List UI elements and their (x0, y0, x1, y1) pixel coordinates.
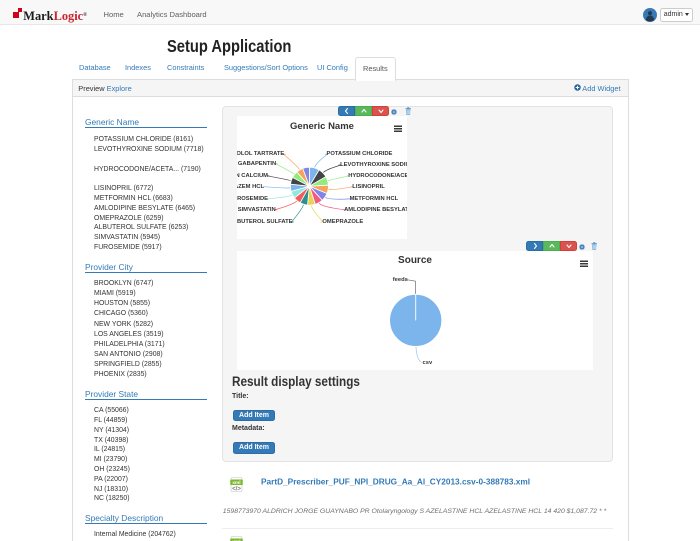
svg-text:</>: </> (232, 486, 241, 492)
svg-text:xml: xml (232, 479, 240, 485)
svg-text:xml: xml (232, 538, 240, 541)
